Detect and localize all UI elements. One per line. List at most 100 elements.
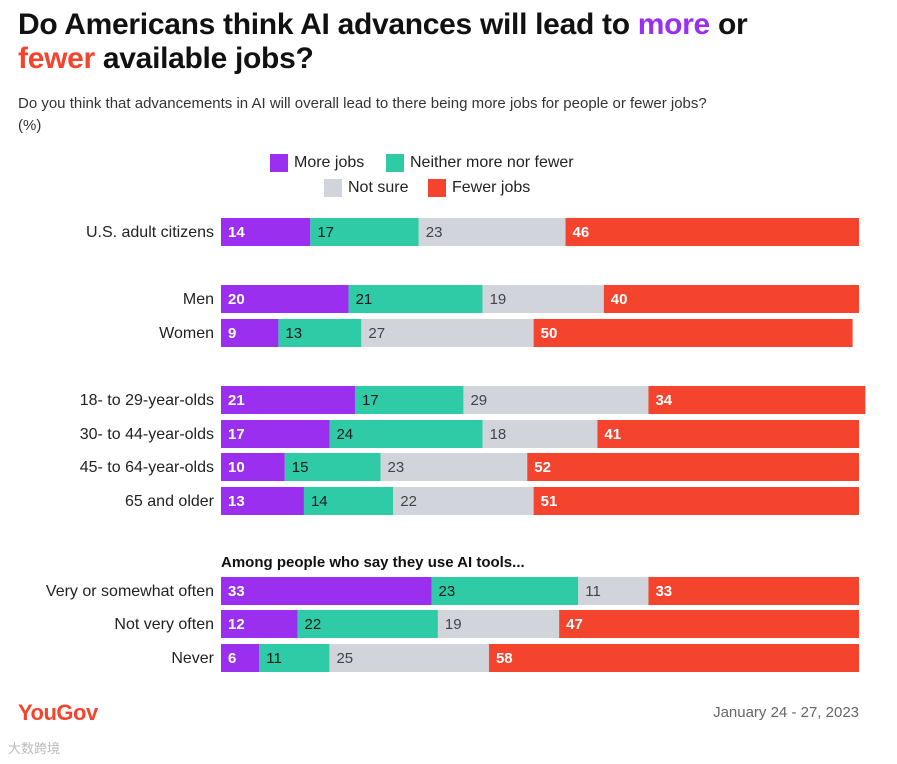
title-highlight-more: more (637, 8, 710, 41)
data-label-fewer-jobs-never: 58 (496, 650, 513, 667)
bar-segment-not-sure-men (482, 285, 604, 313)
category-label-45-to-64-year-olds: 45- to 64-year-olds (80, 459, 214, 476)
bar-segment-neither-more-nor-fewer-45-to-64-year-olds (284, 453, 381, 481)
legend-label-neither: Neither more nor fewer (410, 154, 574, 171)
data-label-neither-more-nor-fewer-very-or-somewhat-often: 23 (439, 583, 456, 600)
legend-item-not-sure: Not sure (324, 179, 408, 197)
data-label-more-jobs-u-s-adult-citizens: 14 (228, 224, 245, 241)
data-label-not-sure-45-to-64-year-olds: 23 (388, 459, 405, 476)
watermark-text: 大数跨境 (8, 741, 61, 756)
data-label-more-jobs-very-or-somewhat-often: 33 (228, 583, 245, 600)
data-label-neither-more-nor-fewer-30-to-44-year-olds: 24 (336, 426, 353, 443)
bar-segment-neither-more-nor-fewer-very-or-somewhat-often (431, 577, 579, 605)
data-label-not-sure-never: 25 (336, 650, 353, 667)
data-label-neither-more-nor-fewer-u-s-adult-citizens: 17 (317, 224, 334, 241)
data-label-more-jobs-not-very-often: 12 (228, 616, 245, 633)
bar-segment-not-sure-45-to-64-year-olds (380, 453, 528, 481)
bar-segment-fewer-jobs-45-to-64-year-olds (527, 453, 859, 481)
title-part1: Do Americans think AI advances will lead… (18, 8, 638, 41)
bar-segment-more-jobs-very-or-somewhat-often (221, 577, 432, 605)
bar-segment-neither-more-nor-fewer-never (259, 644, 330, 672)
bar-segment-not-sure-never (329, 644, 489, 672)
data-label-fewer-jobs-very-or-somewhat-often: 33 (655, 583, 672, 600)
data-label-more-jobs-never: 6 (228, 650, 236, 667)
survey-date: January 24 - 27, 2023 (713, 704, 859, 721)
bar-segment-more-jobs-never (221, 644, 260, 672)
legend-label-not-sure: Not sure (348, 179, 409, 196)
data-label-not-sure-not-very-often: 19 (445, 616, 462, 633)
bar-segment-not-sure-30-to-44-year-olds (482, 420, 598, 448)
data-label-neither-more-nor-fewer-not-very-often: 22 (305, 616, 322, 633)
bar-segment-fewer-jobs-not-very-often (559, 610, 859, 638)
legend-swatch-more (270, 154, 288, 172)
category-label-u-s-adult-citizens: U.S. adult citizens (86, 224, 214, 241)
bar-segment-more-jobs-45-to-64-year-olds (221, 453, 285, 481)
category-label-very-or-somewhat-often: Very or somewhat often (46, 583, 214, 600)
data-label-neither-more-nor-fewer-45-to-64-year-olds: 15 (292, 459, 309, 476)
data-label-fewer-jobs-u-s-adult-citizens: 46 (573, 224, 590, 241)
legend-label-more: More jobs (294, 154, 365, 171)
data-label-fewer-jobs-not-very-often: 47 (566, 616, 583, 633)
data-label-fewer-jobs-45-to-64-year-olds: 52 (534, 459, 551, 476)
data-label-more-jobs-65-and-older: 13 (228, 493, 245, 510)
category-label-18-to-29-year-olds: 18- to 29-year-olds (80, 392, 214, 409)
bar-segment-neither-more-nor-fewer-65-and-older (303, 487, 394, 515)
bar-segment-neither-more-nor-fewer-men (348, 285, 483, 313)
title-part3: available jobs? (94, 42, 314, 75)
chart-subtitle: Do you think that advancements in AI wil… (18, 93, 878, 137)
bar-segment-not-sure-very-or-somewhat-often (578, 577, 649, 605)
data-label-neither-more-nor-fewer-18-to-29-year-olds: 17 (362, 392, 379, 409)
bar-segment-more-jobs-30-to-44-year-olds (221, 420, 330, 448)
data-label-not-sure-30-to-44-year-olds: 18 (490, 426, 507, 443)
data-label-fewer-jobs-65-and-older: 51 (541, 493, 558, 510)
bar-segment-fewer-jobs-women (533, 319, 853, 347)
data-label-neither-more-nor-fewer-women: 13 (285, 325, 302, 342)
chart-legend: More jobs Neither more nor fewer Not sur… (270, 154, 690, 204)
bar-segment-not-sure-18-to-29-year-olds (463, 386, 649, 414)
data-label-fewer-jobs-18-to-29-year-olds: 34 (655, 392, 672, 409)
data-label-more-jobs-women: 9 (228, 325, 236, 342)
bar-segment-not-sure-not-very-often (437, 610, 560, 638)
category-label-never: Never (171, 650, 214, 667)
data-label-fewer-jobs-men: 40 (611, 291, 628, 308)
bar-segment-neither-more-nor-fewer-women (278, 319, 362, 347)
bar-segment-more-jobs-women (221, 319, 279, 347)
title-part2: or (709, 8, 748, 41)
legend-swatch-neither (386, 154, 404, 172)
data-label-not-sure-men: 19 (490, 291, 507, 308)
bar-segment-not-sure-women (361, 319, 534, 347)
data-label-more-jobs-30-to-44-year-olds: 17 (228, 426, 245, 443)
bar-segment-not-sure-65-and-older (393, 487, 534, 515)
bar-segment-neither-more-nor-fewer-30-to-44-year-olds (329, 420, 483, 448)
legend-item-more: More jobs (270, 154, 364, 172)
data-label-not-sure-very-or-somewhat-often: 11 (585, 583, 601, 600)
bar-segment-more-jobs-not-very-often (221, 610, 298, 638)
data-label-more-jobs-men: 20 (228, 291, 245, 308)
bar-segment-neither-more-nor-fewer-not-very-often (297, 610, 438, 638)
bar-segment-fewer-jobs-65-and-older (533, 487, 859, 515)
data-label-not-sure-u-s-adult-citizens: 23 (426, 224, 443, 241)
title-highlight-fewer: fewer (18, 42, 95, 75)
subtitle-question: Do you think that advancements in AI wil… (18, 95, 707, 112)
group-heading: Among people who say they use AI tools..… (221, 554, 525, 571)
data-label-neither-more-nor-fewer-65-and-older: 14 (311, 493, 328, 510)
bar-segment-neither-more-nor-fewer-u-s-adult-citizens (310, 218, 419, 246)
legend-swatch-not-sure (324, 179, 342, 197)
data-label-not-sure-women: 27 (368, 325, 385, 342)
subtitle-unit: (%) (18, 117, 42, 134)
legend-item-fewer: Fewer jobs (428, 179, 530, 197)
data-label-fewer-jobs-30-to-44-year-olds: 41 (604, 426, 621, 443)
data-label-not-sure-65-and-older: 22 (400, 493, 417, 510)
bar-segment-more-jobs-men (221, 285, 349, 313)
bar-segment-fewer-jobs-never (488, 644, 859, 672)
data-label-neither-more-nor-fewer-men: 21 (356, 291, 373, 308)
bar-segment-fewer-jobs-u-s-adult-citizens (565, 218, 859, 246)
bar-segment-fewer-jobs-30-to-44-year-olds (597, 420, 859, 448)
bar-segment-fewer-jobs-men (603, 285, 859, 313)
data-label-neither-more-nor-fewer-never: 11 (266, 650, 282, 667)
category-label-30-to-44-year-olds: 30- to 44-year-olds (80, 426, 214, 443)
bar-segment-fewer-jobs-18-to-29-year-olds (648, 386, 866, 414)
bar-segment-more-jobs-65-and-older (221, 487, 304, 515)
data-label-not-sure-18-to-29-year-olds: 29 (470, 392, 487, 409)
